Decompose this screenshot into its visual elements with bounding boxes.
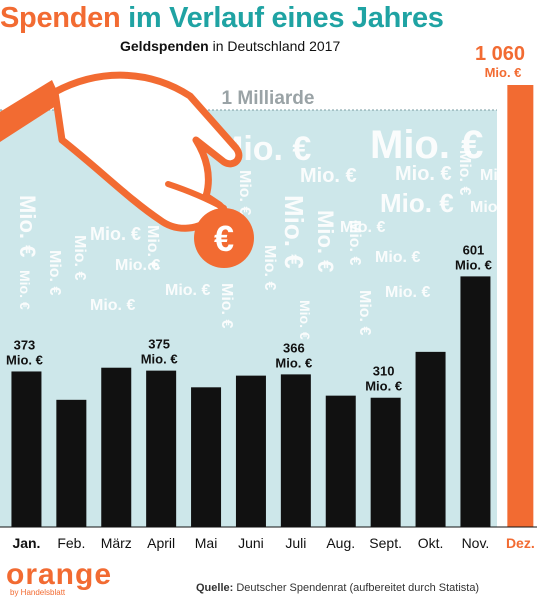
title-part2: im Verlauf eines Jahres	[128, 2, 444, 34]
data-label-value: 1 060	[475, 43, 525, 65]
bar-mai	[191, 387, 222, 527]
data-label-unit: Mio. €	[455, 257, 492, 272]
data-label-unit: Mio. €	[365, 379, 402, 394]
watermark-text: Mio. €	[261, 245, 278, 290]
bar-nov	[460, 276, 491, 527]
tick-label: Aug.	[326, 535, 355, 551]
tick-label: Dez.	[506, 535, 535, 551]
watermark-text: Mio. €	[71, 235, 88, 280]
bar-jan	[11, 371, 42, 527]
data-label-value: 373	[14, 337, 36, 352]
subtitle-bold: Geldspenden	[120, 38, 209, 54]
tick-label: Jan.	[12, 535, 40, 551]
tick-label: Juni	[238, 535, 264, 551]
bar-sept	[370, 397, 401, 527]
hand-coin-illustration: €	[0, 71, 254, 268]
tick-label: April	[147, 535, 175, 551]
hand-sleeve-icon	[0, 80, 62, 142]
bar-okt	[415, 351, 446, 527]
watermark-text: Mio. €	[375, 249, 420, 266]
tick-label: Okt.	[418, 535, 444, 551]
reference-line-label: 1 Milliarde	[222, 88, 315, 109]
data-label-unit: Mio. €	[141, 352, 178, 367]
bar-feb	[56, 399, 87, 527]
watermark-text: Mio. €	[470, 199, 515, 216]
euro-coin-symbol: €	[214, 218, 234, 259]
watermark-text: Mio. €	[456, 150, 473, 195]
watermark-text: Mio. €	[165, 282, 210, 299]
data-label-value: 310	[373, 364, 395, 379]
tick-label: Juli	[285, 535, 306, 551]
watermark-text: Mio. €	[370, 123, 483, 167]
source-note: Quelle: Deutscher Spendenrat (aufbereite…	[196, 582, 479, 594]
data-label-unit: Mio. €	[485, 65, 522, 80]
watermark-text: Mio. €	[15, 195, 40, 257]
tick-label: März	[101, 535, 132, 551]
euro-coin-icon	[194, 208, 254, 268]
bar-dez	[507, 85, 534, 527]
watermark-text: Mio. €	[218, 283, 235, 328]
bar-aug	[325, 395, 356, 527]
logo-word: orange	[6, 558, 113, 591]
subtitle-rest: in Deutschland 2017	[208, 38, 341, 54]
logo-sub: by Handelsblatt	[10, 588, 66, 597]
watermark-text: Mio. €	[90, 297, 135, 314]
watermark-text: Mio. €	[313, 210, 338, 272]
watermark-text: Mio. €	[346, 220, 363, 265]
finger-icon	[165, 181, 227, 211]
data-label-value: 601	[463, 242, 485, 257]
chart-subtitle: Geldspenden in Deutschland 2017	[120, 38, 340, 54]
watermark-text: Mio. €	[236, 170, 253, 215]
bar-mrz	[101, 367, 132, 527]
watermark-text: Mio. €	[356, 290, 373, 335]
data-label-unit: Mio. €	[275, 355, 312, 370]
watermark-text: Mio. €	[297, 300, 313, 340]
watermark-text: Mio. €	[90, 224, 141, 244]
tick-label: Feb.	[57, 535, 85, 551]
watermark-text: Mio. €	[395, 163, 452, 185]
watermark-text: Mio. €	[115, 257, 160, 274]
watermark-text: Mio. €	[144, 225, 161, 270]
data-label-value: 366	[283, 340, 305, 355]
source-label: Quelle:	[196, 582, 234, 594]
source-text: Deutscher Spendenrat (aufbereitet durch …	[233, 582, 480, 594]
bar-juli	[280, 374, 311, 527]
bar-april	[146, 370, 177, 527]
orange-logo: orange by Handelsblatt	[6, 558, 113, 598]
data-label-value: 375	[148, 337, 170, 352]
watermark-text: Mio. €	[300, 165, 357, 187]
title-part1: Spenden	[0, 2, 121, 34]
bar-juni	[235, 375, 266, 527]
watermark-text: Mio. €	[385, 284, 430, 301]
watermark-text: Mio. €	[46, 250, 63, 295]
tick-label: Nov.	[462, 535, 490, 551]
watermark-text: Mio. €	[380, 188, 454, 218]
watermark-text: Mio. €	[279, 195, 309, 269]
tick-label: Sept.	[369, 535, 402, 551]
watermark-text: Mio. €	[17, 270, 33, 310]
tick-label: Mai	[195, 535, 218, 551]
watermark-text: Mio. €	[340, 219, 385, 236]
data-label-unit: Mio. €	[6, 352, 43, 367]
chart-title: Spenden im Verlauf eines Jahres	[0, 2, 537, 35]
